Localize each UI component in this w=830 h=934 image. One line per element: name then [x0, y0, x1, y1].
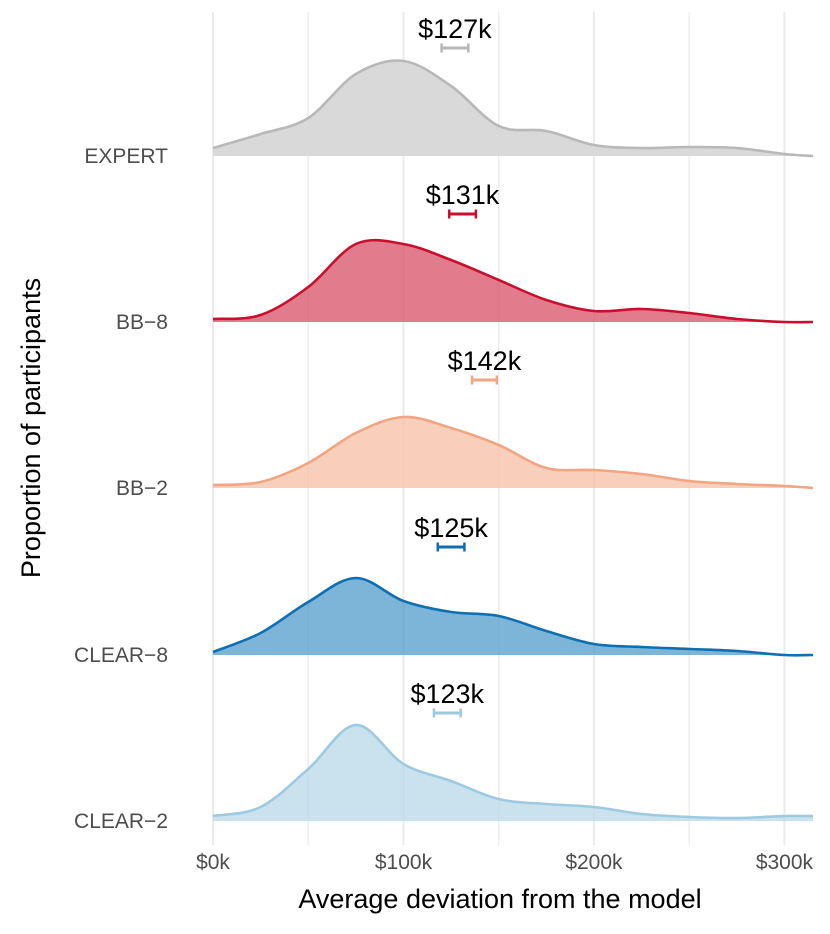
y-tick-labels: EXPERT BB−8 BB−2 CLEAR−8 CLEAR−2	[74, 145, 168, 833]
x-axis-title: Average deviation from the model	[298, 884, 701, 914]
ridge-area-clear-8	[213, 577, 813, 656]
mean-label-bb-8: $131k	[426, 180, 500, 210]
ridge-area-clear-2	[213, 724, 813, 821]
y-axis-title: Proportion of participants	[16, 278, 46, 578]
y-tick-label-bb-8: BB−8	[116, 311, 168, 334]
ridge-line-bb-8	[212, 238, 814, 324]
mean-label-expert: $127k	[418, 14, 492, 44]
mean-label-clear-2: $123k	[410, 679, 484, 709]
ridge-area-expert	[213, 60, 813, 156]
y-tick-label-expert: EXPERT	[84, 145, 168, 168]
mean-label-bb-2: $142k	[448, 346, 522, 376]
y-tick-label-clear-8: CLEAR−8	[74, 644, 168, 667]
mean-annotations: $127k $131k $142k $125k $123k	[410, 14, 522, 718]
ridge-line-bb-2	[212, 415, 814, 490]
x-tick-label-100: $100k	[375, 851, 433, 874]
ridge-line-clear-2	[212, 723, 814, 820]
ridge-line-expert	[212, 59, 814, 158]
x-tick-label-0: $0k	[196, 851, 230, 874]
ridges	[212, 59, 814, 821]
y-tick-label-bb-2: BB−2	[116, 477, 168, 500]
y-tick-label-clear-2: CLEAR−2	[74, 810, 168, 833]
x-tick-label-300: $300k	[756, 851, 814, 874]
x-tick-labels: $0k $100k $200k $300k	[196, 851, 813, 874]
mean-label-clear-8: $125k	[414, 513, 488, 543]
ridge-area-bb-8	[213, 240, 813, 323]
ridge-line-clear-8	[212, 576, 814, 657]
x-tick-label-200: $200k	[565, 851, 623, 874]
